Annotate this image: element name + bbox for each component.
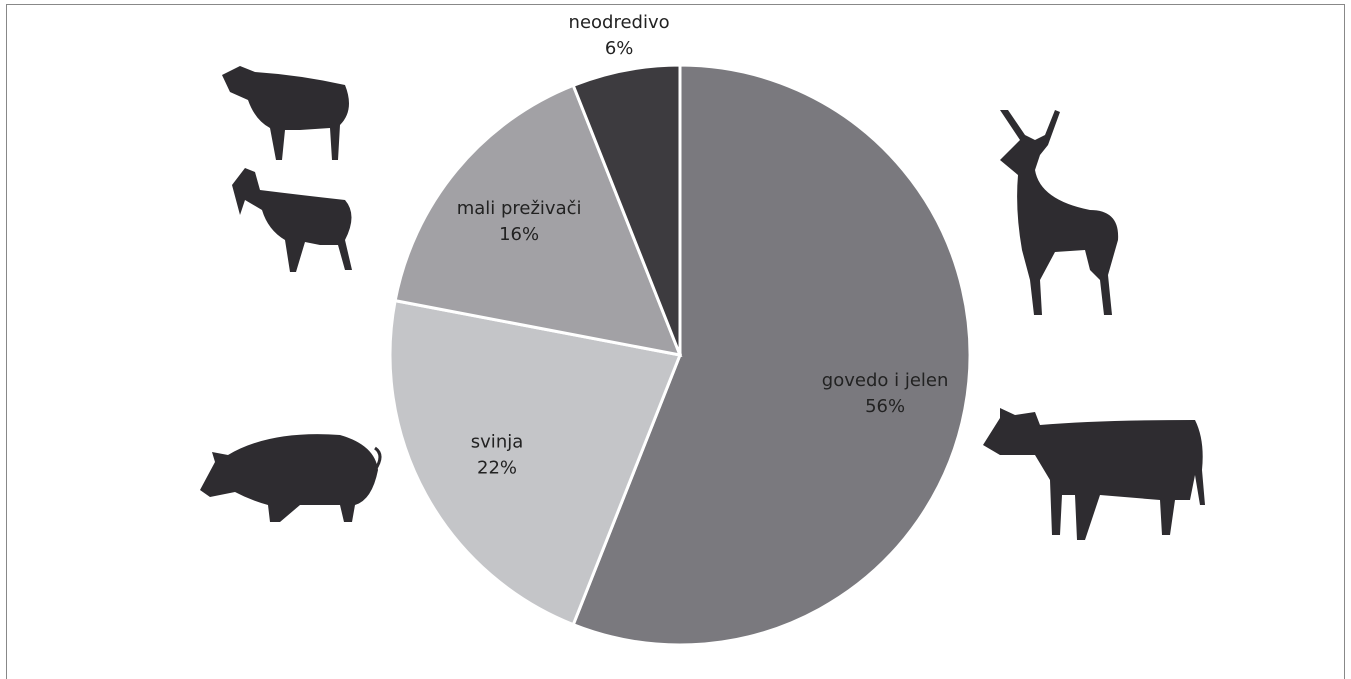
- slice-label: govedo i jelen: [822, 370, 949, 391]
- slice-label: mali preživači: [457, 198, 582, 219]
- goat-icon: [232, 168, 352, 272]
- pie-slice: [571, 63, 682, 356]
- slice-label: neodredivo: [569, 12, 670, 33]
- deer-icon: [1000, 110, 1119, 315]
- animal-icons: [200, 66, 1205, 540]
- pig-tail: [373, 446, 382, 471]
- pie-slice: [388, 298, 683, 627]
- cow-icon: [983, 408, 1205, 540]
- sheep-icon: [222, 66, 349, 160]
- pie-slice: [571, 63, 972, 647]
- frame: [6, 4, 1345, 679]
- slice-label: svinja: [471, 432, 523, 453]
- value-label: 16%: [499, 224, 539, 245]
- value-label: 56%: [865, 396, 905, 417]
- value-label: 22%: [477, 458, 517, 479]
- pie-slice: [393, 83, 683, 357]
- value-label: 6%: [605, 38, 634, 59]
- pig-icon: [200, 434, 378, 522]
